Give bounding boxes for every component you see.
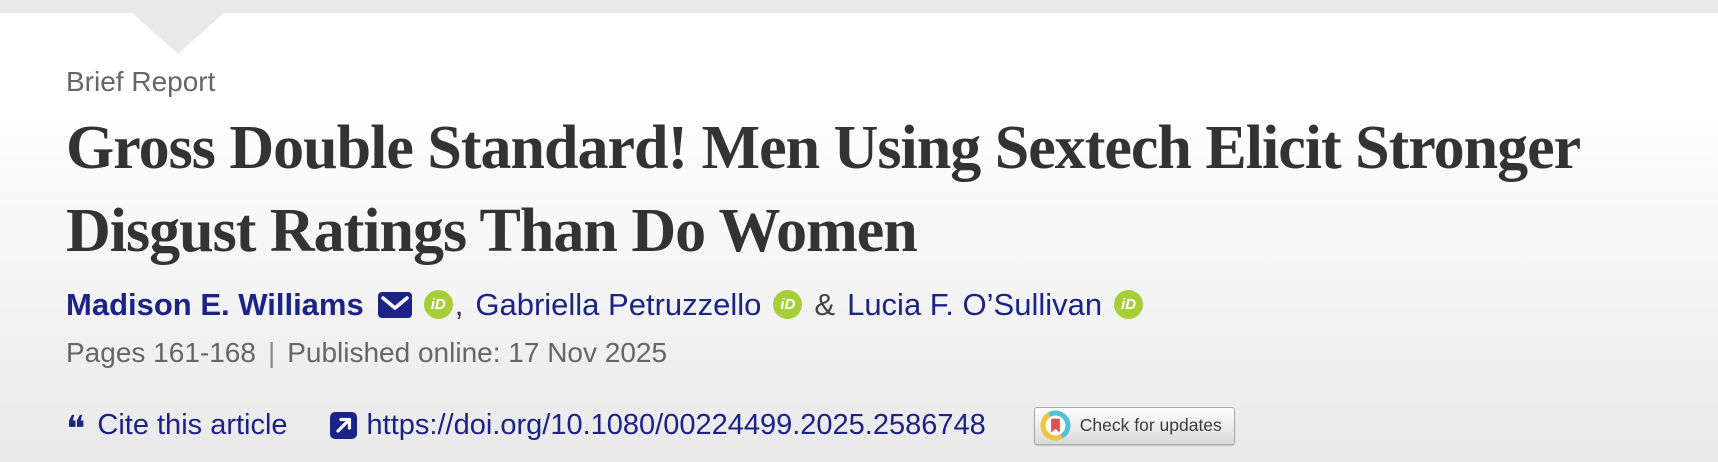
actions-row: ❝ Cite this article https://doi.org/10.1… [66, 406, 1718, 450]
check-for-updates-label: Check for updates [1079, 415, 1222, 436]
cite-article-link[interactable]: ❝ Cite this article [66, 408, 288, 450]
active-tab-pointer [132, 13, 224, 54]
cite-article-label: Cite this article [97, 409, 288, 442]
orcid-icon[interactable]: iD [423, 290, 453, 320]
orcid-icon-text: iD [780, 296, 796, 314]
orcid-icon[interactable]: iD [773, 290, 803, 320]
external-link-icon [329, 412, 357, 440]
author-link-2[interactable]: Gabriella Petruzzello [475, 286, 762, 322]
author-link-3[interactable]: Lucia F. O’Sullivan [847, 286, 1103, 322]
author-link-1[interactable]: Madison E. Williams [66, 286, 364, 322]
top-band [0, 0, 1718, 13]
publication-meta: Pages 161-168 | Published online: 17 Nov 2… [66, 337, 1718, 369]
pages-range: Pages 161-168 [66, 336, 256, 368]
published-online: Published online: 17 Nov 2025 [287, 336, 668, 368]
quote-icon: ❝ [66, 408, 86, 450]
article-type-label: Brief Report [66, 66, 216, 97]
orcid-icon[interactable]: iD [1114, 290, 1144, 320]
author-separator: , [454, 286, 464, 322]
author-separator: & [814, 286, 836, 322]
doi-url-text: https://doi.org/10.1080/00224499.2025.25… [366, 409, 986, 442]
check-for-updates-button[interactable]: Check for updates [1033, 406, 1235, 445]
article-header: Brief Report Gross Double Standard! Men … [66, 66, 1718, 450]
crossmark-logo-icon [1040, 410, 1071, 441]
orcid-icon-text: iD [1121, 296, 1137, 314]
authors-row: Madison E. Williams iD , Gabriella Petru… [66, 287, 1718, 323]
email-icon[interactable] [377, 291, 412, 318]
article-title: Gross Double Standard! Men Using Sextech… [66, 113, 1580, 265]
meta-divider: | [267, 336, 276, 368]
orcid-icon-text: iD [430, 296, 446, 314]
doi-link[interactable]: https://doi.org/10.1080/00224499.2025.25… [329, 409, 986, 442]
